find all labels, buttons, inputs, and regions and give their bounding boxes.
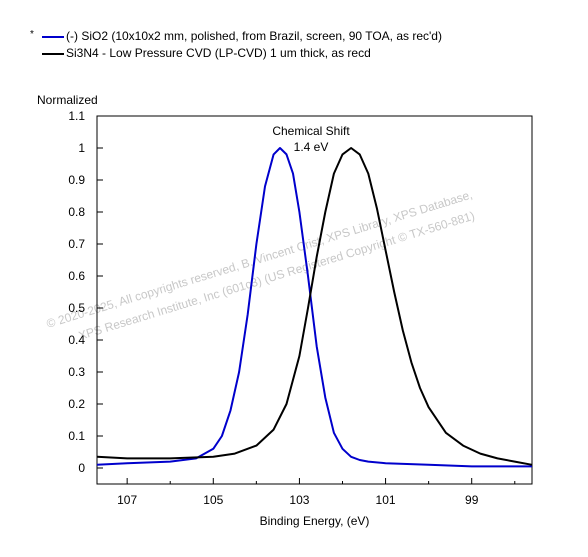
legend-swatch-sio2 xyxy=(42,36,64,38)
series-line-1 xyxy=(96,147,533,466)
y-tick-label-5: 0.5 xyxy=(68,301,85,315)
y-tick-label-1: 0.1 xyxy=(68,429,85,443)
legend-label-sio2: (-) SiO2 (10x10x2 mm, polished, from Bra… xyxy=(66,29,442,43)
x-tick-label-0: 107 xyxy=(117,493,137,507)
y-axis-title: Normalized xyxy=(37,93,98,107)
x-tick-label-3: 101 xyxy=(376,493,396,507)
y-tick-label-11: 1.1 xyxy=(68,109,85,123)
y-tick-label-6: 0.6 xyxy=(68,269,85,283)
x-tick-label-4: 99 xyxy=(465,493,479,507)
y-tick-label-2: 0.2 xyxy=(68,397,85,411)
y-tick-label-10: 1 xyxy=(78,141,85,155)
watermark-line-2: XPS Research Institute, Inc (601c3) (US … xyxy=(77,209,477,343)
y-tick-label-9: 0.9 xyxy=(68,173,85,187)
watermark-line-1: © 2020-2025, All copyrights reserved, B.… xyxy=(45,187,474,330)
axis-ticks: 0 0.1 0.2 0.3 0.4 0.5 0.6 0.7 0.8 0.9 1 1.1 107 105 10… xyxy=(68,109,516,507)
series-group xyxy=(96,147,533,468)
legend-marker-star: * xyxy=(30,29,34,40)
plot-frame xyxy=(96,115,533,485)
annotation-chemical-shift: Chemical Shift xyxy=(272,124,350,138)
y-tick-label-7: 0.7 xyxy=(68,237,85,251)
x-axis-title: Binding Energy, (eV) xyxy=(260,514,370,528)
y-tick-label-8: 0.8 xyxy=(68,205,85,219)
legend-label-si3n4: Si3N4 - Low Pressure CVD (LP-CVD) 1 um t… xyxy=(66,46,371,60)
y-tick-label-0: 0 xyxy=(78,461,85,475)
y-tick-label-3: 0.3 xyxy=(68,365,85,379)
annotation-shift-value: 1.4 eV xyxy=(294,140,329,154)
x-tick-label-1: 105 xyxy=(203,493,223,507)
legend-swatch-si3n4 xyxy=(42,53,64,55)
x-tick-label-2: 103 xyxy=(289,493,309,507)
series-line-0 xyxy=(96,147,532,468)
y-tick-label-4: 0.4 xyxy=(68,333,85,347)
